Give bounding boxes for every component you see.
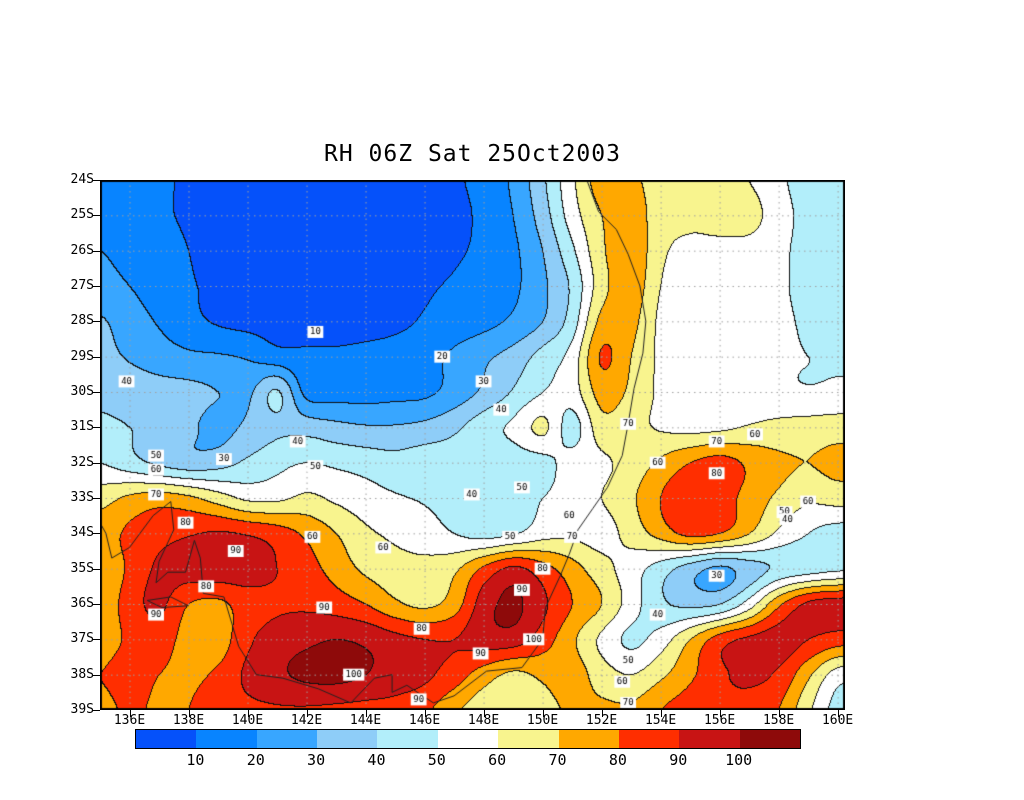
lon-tick-label: 146E: [408, 713, 441, 728]
colorbar-tick-label: 80: [608, 751, 627, 769]
lon-tick-label: 156E: [703, 713, 736, 728]
colorbar-tick-label: 40: [367, 751, 386, 769]
lat-tickmark: [93, 462, 100, 464]
lat-tick-label: 28S: [70, 313, 94, 329]
lat-tickmark: [93, 392, 100, 393]
lon-tick-label: 160E: [821, 713, 854, 728]
colorbar-segment: [317, 730, 378, 748]
lat-tickmark: [93, 498, 100, 499]
lon-tickmark: [778, 710, 780, 717]
lon-tickmark: [365, 710, 367, 717]
colorbar-segment: [196, 730, 257, 748]
colorbar: [135, 729, 801, 749]
lon-tickmark: [306, 710, 308, 717]
lat-tick-label: 31S: [70, 419, 94, 435]
plot-title: RH 06Z Sat 25Oct2003: [324, 141, 621, 167]
lat-tick-label: 38S: [70, 666, 94, 682]
colorbar-segment: [558, 730, 619, 748]
lat-tickmark: [93, 674, 100, 676]
lat-tickmark: [93, 427, 100, 429]
lon-tickmark: [247, 710, 249, 717]
lon-tickmark: [719, 710, 721, 717]
colorbar-segment: [498, 730, 559, 748]
lat-tick-label: 26S: [70, 242, 94, 258]
lon-tick-label: 140E: [231, 713, 264, 728]
lon-tick-label: 136E: [113, 713, 146, 728]
lat-tickmark: [93, 286, 100, 287]
lat-tick-label: 29S: [70, 348, 94, 364]
colorbar-segment: [136, 730, 197, 748]
lon-tick-label: 152E: [585, 713, 618, 728]
lon-tick-label: 158E: [762, 713, 795, 728]
lon-tickmark: [601, 710, 603, 717]
lon-tickmark: [188, 710, 190, 717]
colorbar-segment: [739, 730, 800, 748]
lat-tick-label: 39S: [70, 702, 94, 717]
lat-tickmark: [93, 356, 100, 358]
colorbar-segment: [377, 730, 438, 748]
lat-tick-label: 32S: [70, 454, 94, 470]
lat-tick-label: 37S: [70, 631, 94, 647]
lon-tick-label: 142E: [290, 713, 323, 728]
lat-tickmark: [93, 180, 100, 181]
colorbar-tick-label: 90: [669, 751, 688, 769]
lon-tickmark: [129, 710, 131, 717]
lon-tick-label: 144E: [349, 713, 382, 728]
lat-tick-label: 24S: [70, 172, 94, 187]
colorbar-tick-label: 10: [186, 751, 205, 769]
lon-tickmark: [483, 710, 485, 717]
colorbar-tick-label: 50: [427, 751, 446, 769]
lat-tickmark: [93, 215, 100, 217]
lat-tickmark: [93, 250, 100, 252]
lat-tick-label: 33S: [70, 490, 94, 505]
lat-tick-label: 30S: [70, 384, 94, 399]
lat-tick-label: 27S: [70, 278, 94, 293]
lat-tickmark: [93, 321, 100, 323]
colorbar-tick-label: 70: [548, 751, 567, 769]
lat-tickmark: [93, 568, 100, 570]
colorbar-tick-label: 30: [307, 751, 326, 769]
lat-tick-label: 25S: [70, 207, 94, 223]
colorbar-tick-label: 20: [246, 751, 265, 769]
colorbar-tick-label: 100: [725, 751, 753, 769]
contour-plot-canvas: [100, 180, 845, 710]
lat-tickmark: [93, 710, 100, 711]
lat-tickmark: [93, 604, 100, 605]
lat-tickmark: [93, 533, 100, 535]
colorbar-segment: [256, 730, 318, 748]
lat-tick-label: 36S: [70, 596, 94, 611]
colorbar-tick-label: 60: [488, 751, 507, 769]
lat-tickmark: [93, 639, 100, 641]
lon-tickmark: [837, 710, 839, 717]
lon-tickmark: [542, 710, 544, 717]
lat-tick-label: 35S: [70, 560, 94, 576]
lon-tick-label: 138E: [172, 713, 205, 728]
lon-tick-label: 150E: [526, 713, 559, 728]
colorbar-segment: [679, 730, 740, 748]
lon-tick-label: 154E: [644, 713, 677, 728]
lon-tick-label: 148E: [467, 713, 500, 728]
colorbar-segment: [437, 730, 499, 748]
lat-tick-label: 34S: [70, 525, 94, 541]
lon-tickmark: [424, 710, 426, 717]
lon-tickmark: [660, 710, 662, 717]
colorbar-segment: [618, 730, 680, 748]
